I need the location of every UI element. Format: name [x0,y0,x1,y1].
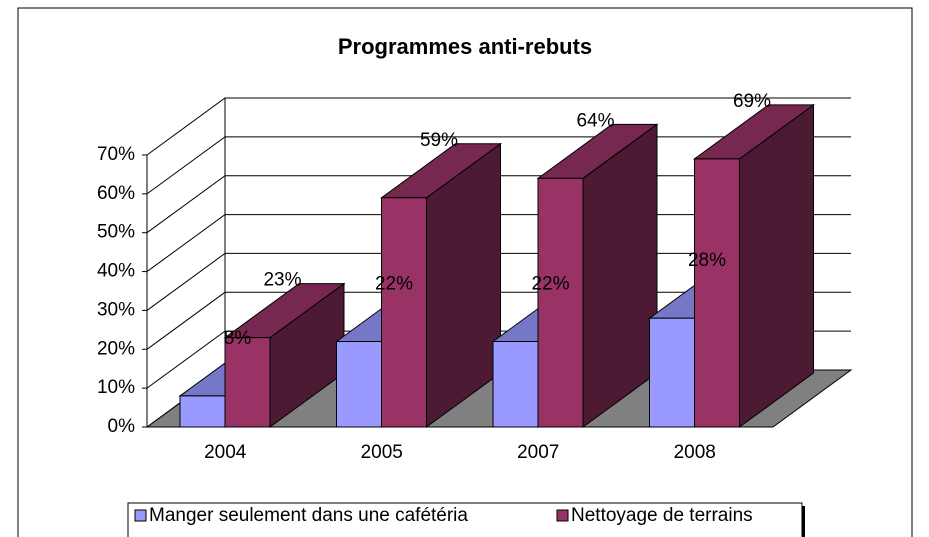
legend-label: Nettoyage de terrains [571,505,753,526]
x-tick-label: 2004 [204,442,247,463]
bar [694,158,740,428]
legend-swatch [134,509,147,522]
bar [492,341,539,428]
chart-title: Programmes anti-rebuts [338,34,592,59]
grid-line [146,97,851,156]
value-label: 23% [263,270,301,291]
value-label: 59% [420,130,458,151]
x-tick-label: 2008 [674,442,716,463]
y-tick-label: 40% [97,261,135,282]
bar [179,395,226,428]
bar [649,317,695,428]
y-tick-label: 60% [97,183,135,204]
bar [336,341,382,428]
y-tick-label: 0% [108,416,136,437]
y-tick-label: 50% [97,222,135,243]
x-tick-label: 2005 [361,442,403,463]
legend-label: Manger seulement dans une cafétéria [149,505,468,526]
value-label: 22% [531,274,569,295]
value-label: 28% [688,250,726,271]
y-tick-label: 20% [97,338,135,359]
bar [224,337,271,428]
value-label: 69% [733,91,771,112]
bar [537,177,584,428]
value-label: 8% [224,328,252,349]
legend-box [127,502,803,537]
value-label: 22% [375,274,413,295]
value-label: 64% [576,110,614,131]
y-tick-label: 30% [97,299,135,320]
bar-side [739,103,814,428]
y-tick-label: 10% [97,377,135,398]
x-tick-label: 2007 [517,442,559,463]
y-tick-label: 70% [97,144,135,165]
legend-swatch [556,509,569,522]
bar [381,197,427,428]
